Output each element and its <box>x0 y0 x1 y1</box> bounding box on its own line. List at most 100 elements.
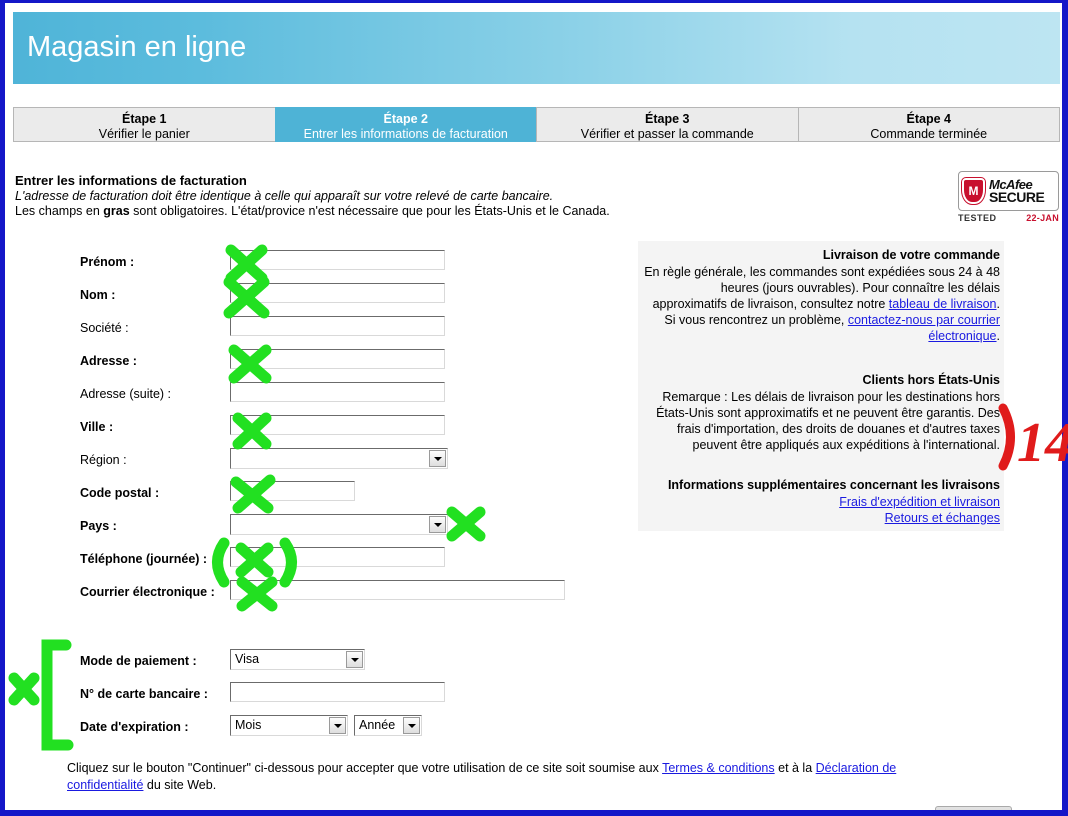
form-row-card-number: N° de carte bancaire : <box>5 681 605 714</box>
input-company[interactable] <box>230 316 445 336</box>
mcafee-secure-badge[interactable]: M McAfee SECURE TESTED 22-JAN <box>958 171 1059 229</box>
site-title: Magasin en ligne <box>27 31 247 63</box>
link-privacy-policy[interactable]: Déclaration de confidentialité <box>67 761 897 792</box>
input-city[interactable] <box>230 415 445 435</box>
label-phone: Téléphone (journée) : <box>80 552 208 566</box>
select-expiry-year-value: Année <box>359 718 396 732</box>
form-row-company: Société : <box>5 315 605 348</box>
label-address: Adresse : <box>80 354 137 368</box>
step-2-name: Étape 2 <box>383 112 428 126</box>
link-shipping-fees[interactable]: Frais d'expédition et livraison <box>839 495 1000 509</box>
page-intro: Entrer les informations de facturation L… <box>15 173 695 218</box>
select-payment-method-value: Visa <box>235 652 260 666</box>
shipping-text-2: . Si vous rencontrez un problème, <box>664 297 1000 327</box>
label-card-number: N° de carte bancaire : <box>80 687 208 701</box>
mcafee-word-1: McAfee <box>989 177 1033 192</box>
chevron-down-icon[interactable] <box>429 516 446 533</box>
shipping-info-panel: Livraison de votre commande En règle gén… <box>638 241 1004 531</box>
select-expiry-month[interactable]: Mois <box>230 715 348 736</box>
intl-title: Clients hors États-Unis <box>862 373 1000 387</box>
select-region[interactable] <box>230 448 448 469</box>
payment-section: Mode de paiement : Visa N° de carte banc… <box>5 648 605 747</box>
step-tab-1[interactable]: Étape 1 Vérifier le panier <box>13 107 275 142</box>
extra-info-links: Frais d'expédition et livraison Retours … <box>644 494 1000 526</box>
form-row-city: Ville : <box>5 414 605 447</box>
select-country[interactable] <box>230 514 448 535</box>
form-row-address2: Adresse (suite) : <box>5 381 605 414</box>
label-payment-method: Mode de paiement : <box>80 654 197 668</box>
chevron-down-icon[interactable] <box>346 651 363 668</box>
mcafee-word-2: SECURE <box>989 189 1045 205</box>
shipping-text-1: En règle générale, les commandes sont ex… <box>644 265 1000 311</box>
select-payment-method[interactable]: Visa <box>230 649 365 670</box>
label-address2: Adresse (suite) : <box>80 387 172 401</box>
link-terms-conditions[interactable]: Termes & conditions <box>662 761 775 775</box>
page-title: Entrer les informations de facturation <box>15 173 247 188</box>
billing-form: Prénom : Nom : Société : Adresse : Adres… <box>5 249 605 612</box>
mcafee-wordmark: McAfee SECURE <box>989 177 1045 205</box>
window-frame-right <box>1062 0 1068 816</box>
window-frame-left <box>0 0 5 816</box>
shipping-text-3: . <box>996 329 1000 343</box>
input-firstname[interactable] <box>230 250 445 270</box>
intro-req-bold: gras <box>103 204 130 218</box>
label-firstname: Prénom : <box>80 255 135 269</box>
form-row-payment-method: Mode de paiement : Visa <box>5 648 605 681</box>
panel-spacer-2 <box>644 453 1000 477</box>
step-1-name: Étape 1 <box>122 112 167 126</box>
step-3-desc: Vérifier et passer la commande <box>580 127 754 141</box>
form-row-lastname: Nom : <box>5 282 605 315</box>
link-returns-exchanges[interactable]: Retours et échanges <box>884 511 1000 525</box>
terms-text-2: et à la <box>774 761 816 775</box>
mcafee-badge-box: M McAfee SECURE <box>958 171 1059 211</box>
window-frame-top <box>0 0 1068 3</box>
input-lastname[interactable] <box>230 283 445 303</box>
chevron-down-icon[interactable] <box>403 717 420 734</box>
step-tab-4[interactable]: Étape 4 Commande terminée <box>797 107 1060 142</box>
form-row-expiry: Date d'expiration : Mois Année <box>5 714 605 747</box>
intro-italic-note: L'adresse de facturation doit être ident… <box>15 189 554 203</box>
mcafee-date-label: 22-JAN <box>1026 213 1059 223</box>
step-2-desc: Entrer les informations de facturation <box>303 127 508 141</box>
input-address2[interactable] <box>230 382 445 402</box>
input-email[interactable] <box>230 580 565 600</box>
mcafee-shield-icon: M <box>962 178 985 204</box>
label-company: Société : <box>80 321 129 335</box>
checkout-steps: Étape 1 Vérifier le panier Étape 2 Entre… <box>13 107 1060 142</box>
label-zip: Code postal : <box>80 486 160 500</box>
form-row-zip: Code postal : <box>5 480 605 513</box>
step-1-desc: Vérifier le panier <box>98 127 190 141</box>
terms-text-3: du site Web. <box>143 778 217 792</box>
link-delivery-table[interactable]: tableau de livraison <box>888 297 997 311</box>
intro-req-c: sont obligatoires. L'état/provice n'est … <box>129 204 610 218</box>
input-address[interactable] <box>230 349 445 369</box>
step-tab-2[interactable]: Étape 2 Entrer les informations de factu… <box>274 107 536 142</box>
intl-paragraph: Remarque : Les délais de livraison pour … <box>656 390 1000 452</box>
input-phone[interactable] <box>230 547 445 567</box>
page-content: Magasin en ligne Étape 1 Vérifier le pan… <box>5 3 1062 810</box>
step-3-name: Étape 3 <box>645 112 690 126</box>
form-row-email: Courrier électronique : <box>5 579 605 612</box>
form-row-address: Adresse : <box>5 348 605 381</box>
label-city: Ville : <box>80 420 114 434</box>
mcafee-tested-label: TESTED <box>958 213 997 223</box>
form-row-country: Pays : <box>5 513 605 546</box>
label-email: Courrier électronique : <box>80 585 215 599</box>
form-row-region: Région : <box>5 447 605 480</box>
shipping-title: Livraison de votre commande <box>822 248 1000 262</box>
input-card-number[interactable] <box>230 682 445 702</box>
select-expiry-year[interactable]: Année <box>354 715 422 736</box>
form-row-phone: Téléphone (journée) : <box>5 546 605 579</box>
input-zip[interactable] <box>230 481 355 501</box>
label-expiry: Date d'expiration : <box>80 720 189 734</box>
label-region: Région : <box>80 453 127 467</box>
mcafee-badge-footer: TESTED 22-JAN <box>958 213 1059 223</box>
link-contact-email[interactable]: contactez-nous par courrier électronique <box>847 313 1000 343</box>
terms-text-1: Cliquez sur le bouton "Continuer" ci-des… <box>67 761 663 775</box>
intro-req-a: Les champs en <box>15 204 104 218</box>
step-tab-3[interactable]: Étape 3 Vérifier et passer la commande <box>536 107 798 142</box>
continue-button[interactable]: Continuer <box>935 806 1012 810</box>
terms-notice: Cliquez sur le bouton "Continuer" ci-des… <box>67 760 939 794</box>
chevron-down-icon[interactable] <box>329 717 346 734</box>
chevron-down-icon[interactable] <box>429 450 446 467</box>
